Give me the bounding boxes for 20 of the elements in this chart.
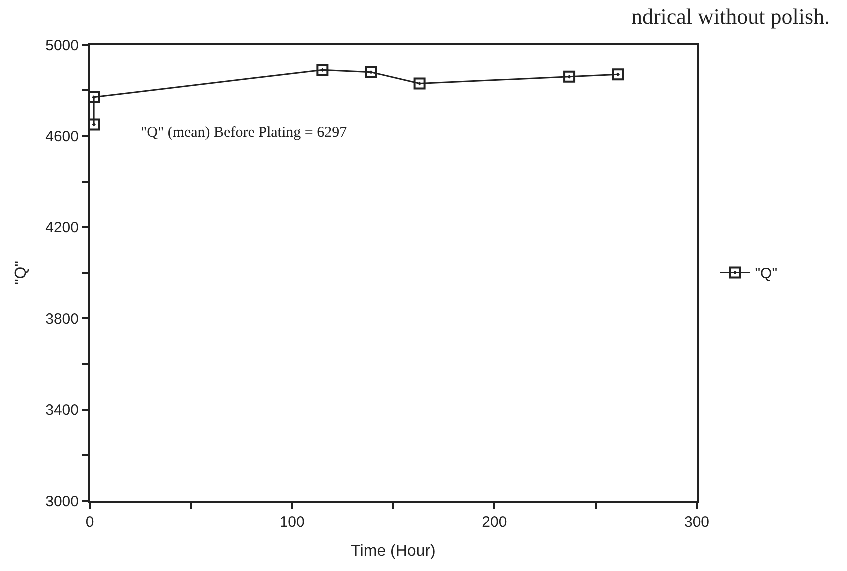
x-tick-label: 300 [684,514,710,531]
y-tick-label: 4200 [46,220,79,237]
point [365,66,378,78]
x-tick-label: 200 [482,514,508,531]
y-tick-label: 3800 [46,310,79,328]
x-tick-label: 100 [280,514,305,531]
y-axis-title: "Q" [13,261,30,285]
chart-title: ndrical without polish. [631,4,830,29]
point [316,64,329,76]
y-tick-label: 4600 [46,128,79,146]
y-tick-label: 3000 [46,493,79,510]
y-tick-label: 5000 [46,37,79,54]
point [414,78,426,90]
point [564,70,576,83]
annotation: "Q" (mean) Before Plating = 6297 [141,125,348,141]
y-tick-label: 3400 [46,402,79,420]
x-axis-title: Time (Hour) [351,543,436,560]
point [612,68,624,81]
legend-label: "Q" [755,266,778,283]
x-tick-label: 0 [86,514,94,531]
